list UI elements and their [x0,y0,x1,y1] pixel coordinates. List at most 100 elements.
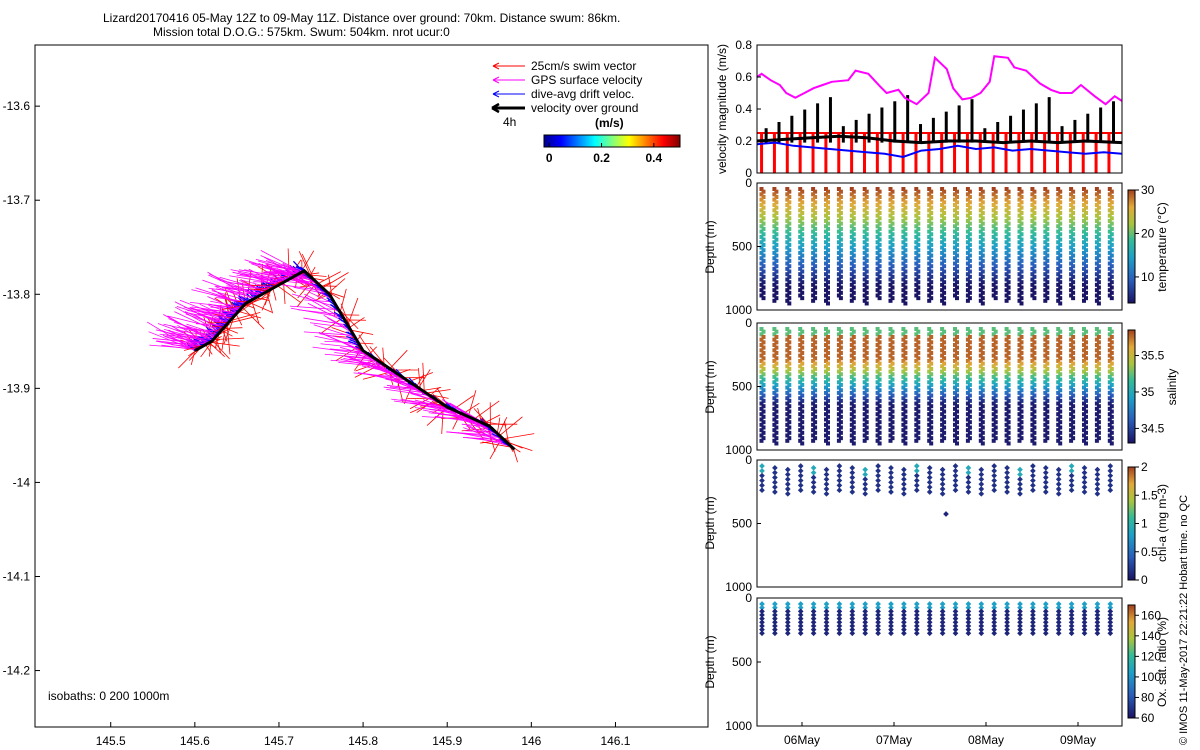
profile-point [1069,229,1074,234]
profile-point [826,393,830,398]
colorbar-tick-label: 20 [1141,226,1155,240]
profile-point [875,256,880,261]
profile-point [1043,234,1048,239]
oxygen-point [836,612,843,618]
profile-point [888,327,893,331]
profile-point [813,274,818,279]
profile-point [955,340,959,345]
profile-point [903,382,908,387]
profile-point [838,398,843,403]
profile-point [965,401,970,406]
oxygen-point [1068,623,1075,629]
profile-point [1069,282,1074,287]
profile-point [1069,213,1074,218]
profile-point [1017,390,1022,395]
profile-point [787,242,792,247]
swim-vector [251,283,281,287]
profile-point [774,420,779,425]
profile-point [798,428,803,433]
profile-point [1030,277,1035,282]
profile-point [836,374,841,379]
velocity-y-tick-label: 0.6 [735,70,752,84]
profile-point [901,422,906,427]
profile-point [759,187,764,191]
profile-point [1084,221,1088,226]
swim-vector [441,404,444,434]
profile-point [836,390,841,395]
oxygen-point [939,615,946,622]
profile-point [916,258,921,263]
profile-point [1019,409,1024,414]
profile-point [953,256,957,261]
profile-point [759,401,764,406]
profile-point [1056,218,1061,223]
chla-point [1068,487,1075,494]
profile-point [1043,433,1048,438]
profile-point [811,401,816,406]
profile-point [888,385,893,390]
profile-point [849,390,854,395]
profile-point [862,364,867,369]
map-vector-field [146,248,535,463]
profile-point [785,348,790,353]
profile-point [787,221,792,226]
profile-point [785,412,790,417]
profile-point [849,396,854,401]
profile-point [772,234,777,239]
profile-point [1043,348,1048,353]
profile-point [849,229,854,234]
profile-point [1071,404,1076,409]
oxygen-point [810,623,817,629]
profile-point [862,438,867,443]
profile-point [980,441,985,446]
profile-point [836,224,841,229]
profile-point [978,385,983,390]
oxygen-point [888,612,894,618]
profile-point [942,393,947,398]
oxygen-point [784,608,791,615]
swim-vector [321,281,331,288]
chla-point [836,468,843,474]
profile-point [980,425,985,430]
profile-point [914,428,919,433]
profile-point [1069,337,1074,342]
profile-point [890,372,895,377]
profile-point [1032,334,1037,339]
chla-point [797,487,804,494]
profile-point [759,277,764,282]
oxygen-point [1081,608,1088,615]
profile-point [875,245,880,250]
profile-point [1071,237,1076,242]
profile-point [890,194,895,199]
profile-point [991,197,996,202]
profile-point [774,361,779,366]
profile-point [798,208,803,213]
profile-point [901,282,906,287]
profile-point [942,356,947,361]
profile-point [877,200,882,205]
profile-point [862,234,867,239]
profile-point [1058,398,1063,403]
profile-point [1107,192,1112,197]
profile-point [824,202,828,207]
profile-point [836,187,841,191]
profile-point [914,293,919,298]
profile-point [851,388,856,393]
oxygen-point [810,615,817,622]
profile-point [851,200,856,205]
profile-point [785,192,790,197]
profile-point [991,417,996,422]
profile-point [991,229,996,234]
profile-point [1084,232,1088,237]
profile-point [1096,409,1101,414]
profile-point [785,272,790,277]
profile-point [1017,353,1022,358]
profile-point [877,441,882,446]
profile-point [800,382,805,387]
profile-point [1006,356,1011,361]
swim-vector [241,306,265,330]
profile-point [864,409,869,414]
profile-point [800,296,805,301]
profile-point [967,226,972,231]
chla-point [991,472,998,479]
